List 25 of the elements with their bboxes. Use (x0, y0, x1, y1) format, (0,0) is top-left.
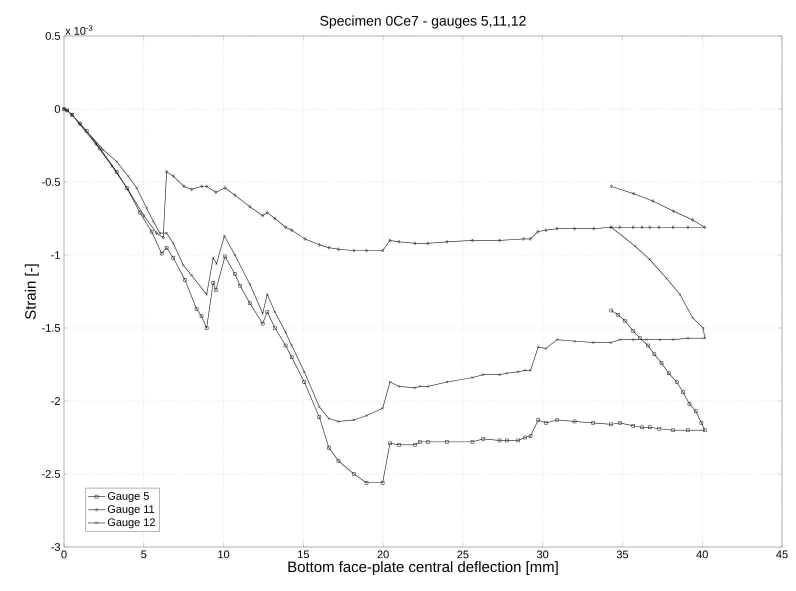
y-axis-title: Strain [-] (24, 264, 39, 320)
legend-label: Gauge 12 (108, 518, 155, 528)
y-tick-label: 0 (54, 105, 60, 113)
legend-label: Gauge 11 (108, 505, 154, 516)
x-axis-title: Bottom face-plate central deflection [mm] (288, 561, 558, 576)
y-tick-label: -2 (51, 397, 60, 405)
x-tick-label: 5 (141, 550, 146, 558)
chart-title: Specimen 0Ce7 - gauges 5,11,12 (320, 15, 526, 28)
x-tick-label: 35 (616, 550, 628, 558)
x-tick-label: 20 (378, 550, 389, 558)
x-tick-label: 40 (696, 550, 708, 558)
x-tick-label: 45 (776, 550, 788, 558)
x-tick-label: 25 (457, 550, 469, 558)
x-tick-label: 30 (537, 550, 548, 558)
x-tick-label: 15 (298, 550, 309, 558)
y-tick-label: 0.5 (46, 32, 60, 40)
y-tick-label: -1.5 (42, 324, 60, 332)
y-tick-label: -0.5 (42, 178, 60, 186)
x-tick-label: 0 (61, 550, 67, 558)
text: x 10$^{-3}$ (65, 25, 92, 35)
y-tick-label: -1 (51, 251, 60, 259)
y-tick-label: -2.5 (42, 470, 60, 478)
y-tick-label: -3 (51, 543, 60, 551)
legend-label: Gauge 5 (108, 492, 149, 502)
x-tick-label: 10 (218, 550, 230, 558)
